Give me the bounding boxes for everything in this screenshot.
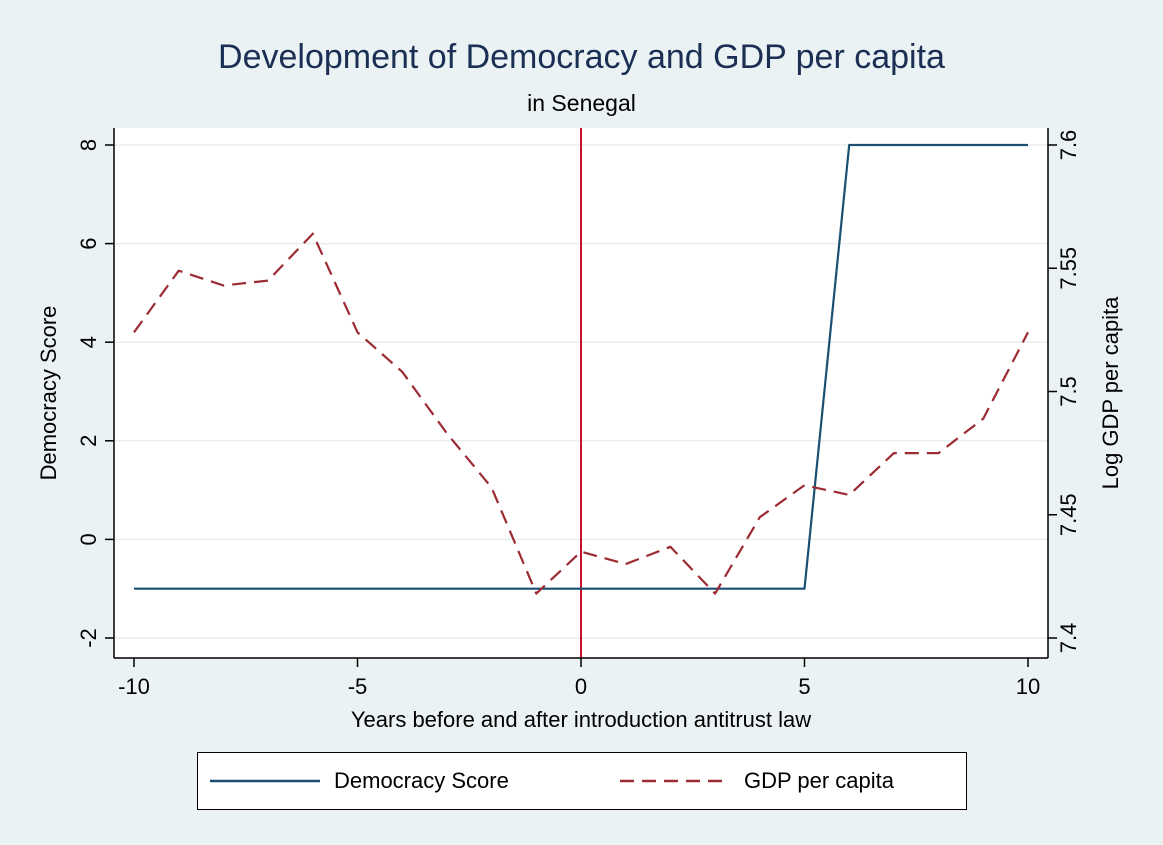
tick-layer: -2 0 2 4 6 8 7.4 7.45 7.5 7.55 7.6 -10 -5 0 5 10 xyxy=(76,130,1081,699)
y-tick-label: -2 xyxy=(76,628,101,648)
chart-legend: Democracy Score GDP per capita xyxy=(197,752,967,810)
y2-tick-label: 7.55 xyxy=(1056,247,1081,290)
x-tick-label: 5 xyxy=(798,674,810,699)
y2-tick-label: 7.5 xyxy=(1056,376,1081,407)
y-tick-label: 6 xyxy=(76,237,101,249)
chart-title: Development of Democracy and GDP per cap… xyxy=(218,38,945,76)
series-layer xyxy=(133,128,1029,658)
y2-tick-label: 7.6 xyxy=(1056,130,1081,161)
legend-item-gdp: GDP per capita xyxy=(620,753,894,809)
x-tick-label: -10 xyxy=(118,674,150,699)
y-axis-label: Democracy Score xyxy=(36,306,61,481)
y2-tick-label: 7.4 xyxy=(1056,623,1081,654)
legend-swatch-democracy xyxy=(210,779,320,783)
y2-axis-label: Log GDP per capita xyxy=(1098,296,1123,490)
y-tick-label: 2 xyxy=(76,435,101,447)
chart-subtitle: in Senegal xyxy=(527,90,636,116)
y-tick-label: 8 xyxy=(76,139,101,151)
y-tick-label: 4 xyxy=(76,336,101,348)
series-line-democracy xyxy=(134,143,1028,590)
legend-label-democracy: Democracy Score xyxy=(334,768,509,793)
series-line-gdp xyxy=(133,232,1029,595)
x-tick-label: 10 xyxy=(1016,674,1040,699)
x-tick-label: -5 xyxy=(348,674,368,699)
x-tick-label: 0 xyxy=(575,674,587,699)
legend-swatch-gdp xyxy=(620,779,730,783)
legend-label-gdp: GDP per capita xyxy=(744,768,895,793)
y-tick-label: 0 xyxy=(76,533,101,545)
x-axis-label: Years before and after introduction anti… xyxy=(351,707,811,732)
legend-item-democracy: Democracy Score xyxy=(210,753,509,809)
y2-tick-label: 7.45 xyxy=(1056,493,1081,536)
